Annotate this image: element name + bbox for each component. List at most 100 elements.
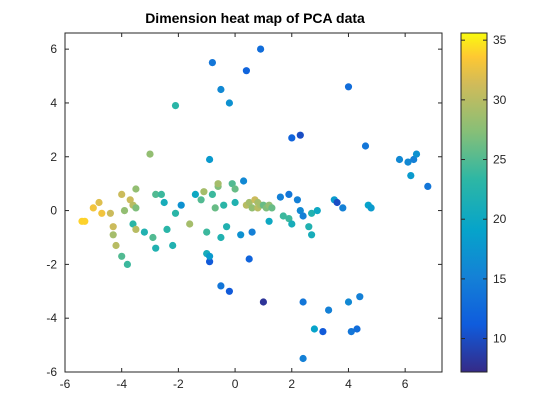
scatter-point [112, 241, 120, 250]
scatter-point [310, 325, 318, 333]
scatter-point [169, 241, 177, 250]
scatter-point [265, 217, 273, 225]
colorbar-gradient [460, 32, 488, 373]
scatter-point [299, 354, 307, 363]
scatter-point [225, 99, 233, 107]
scatter-point [149, 233, 157, 242]
scatter-point [160, 198, 168, 207]
x-tick-label: 2 [288, 377, 295, 391]
scatter-point [242, 67, 250, 75]
scatter-point [231, 198, 239, 207]
x-tick-label: 4 [345, 377, 352, 391]
y-tick-label: 6 [50, 42, 57, 56]
scatter-point [123, 260, 131, 268]
scatter-point [98, 209, 106, 217]
plot-axes: -6 -4 -2 0 2 4 6 -6 -4 -2 0 2 4 6 [46, 32, 443, 391]
scatter-point [279, 212, 287, 220]
scatter-point [223, 223, 231, 231]
scatter-point [325, 306, 333, 314]
scatter-point [356, 293, 364, 301]
scatter-point [248, 228, 256, 236]
scatter-point [109, 231, 117, 239]
scatter-point [240, 177, 248, 185]
scatter-point [106, 209, 114, 217]
scatter-point [217, 282, 225, 290]
scatter-point [214, 180, 222, 188]
scatter-point [118, 190, 126, 198]
scatter-point [126, 196, 134, 204]
scatter-point [200, 188, 208, 196]
scatter-point [308, 231, 316, 239]
scatter-point [276, 193, 284, 201]
scatter-point [257, 45, 265, 53]
scatter-point [248, 204, 256, 212]
scatter-point [268, 204, 276, 212]
scatter-point [81, 217, 89, 225]
colorbar: 10 15 20 25 30 35 [460, 32, 507, 373]
scatter-point [146, 150, 154, 158]
scatter-point [308, 209, 316, 217]
scatter-point [203, 228, 211, 236]
colorbar-ticks: 10 15 20 25 30 35 [461, 33, 507, 346]
scatter-point [206, 258, 214, 266]
scatter-point [129, 220, 137, 228]
scatter-point [412, 150, 421, 158]
scatter-point [299, 212, 307, 220]
scatter-point [367, 204, 375, 212]
x-tick-label: 0 [232, 377, 239, 391]
scatter-point [296, 131, 304, 139]
scatter-point [404, 158, 412, 166]
scatter-point [339, 204, 347, 212]
scatter-point [353, 325, 361, 333]
scatter-point [217, 233, 225, 242]
scatter-point [288, 134, 296, 142]
scatter-point [285, 215, 293, 223]
x-tick-label: -4 [116, 377, 127, 391]
scatter-point [259, 298, 267, 306]
colorbar-tick-label: 25 [493, 153, 507, 167]
scatter-point [109, 223, 117, 231]
scatter-point [424, 182, 432, 190]
scatter-point [305, 223, 313, 231]
scatter-point [171, 209, 180, 217]
colorbar-tick-label: 15 [493, 272, 507, 286]
y-tick-label: 2 [50, 150, 57, 164]
scatter-point [208, 190, 216, 198]
scatter-point [197, 196, 205, 204]
scatter-point [231, 185, 239, 193]
scatter-point [410, 155, 418, 164]
scatter-point [152, 190, 160, 198]
scatter-point [118, 252, 126, 260]
colorbar-tick-label: 20 [493, 212, 507, 226]
scatter-point [206, 155, 214, 164]
x-tick-label: -2 [173, 377, 184, 391]
scatter-point [237, 231, 245, 239]
scatter-point [206, 252, 214, 260]
scatter-point [208, 59, 216, 67]
scatter-point [191, 190, 199, 198]
scatter-point [245, 198, 253, 207]
scatter-point [89, 204, 97, 212]
y-tick-label: 4 [50, 96, 57, 110]
x-axis-ticks: -6 -4 -2 0 2 4 6 [60, 33, 409, 391]
y-tick-label: -4 [46, 311, 57, 325]
scatter-point [163, 225, 171, 233]
scatter-point [288, 220, 296, 228]
scatter-point [299, 298, 307, 306]
scatter-point [285, 190, 293, 198]
chart-title: Dimension heat map of PCA data [145, 10, 365, 26]
scatter-point [228, 180, 236, 188]
y-tick-label: 0 [50, 204, 57, 218]
scatter-point [407, 172, 415, 180]
scatter-point [361, 142, 370, 150]
scatter-point [140, 228, 148, 236]
scatter-point [225, 287, 233, 295]
scatter-points [78, 45, 432, 363]
scatter-point [132, 225, 140, 233]
y-tick-label: -2 [46, 257, 57, 271]
x-tick-label: -6 [60, 377, 71, 391]
scatter-point [347, 328, 355, 336]
colorbar-tick-label: 30 [493, 93, 507, 107]
scatter-point [132, 185, 140, 193]
